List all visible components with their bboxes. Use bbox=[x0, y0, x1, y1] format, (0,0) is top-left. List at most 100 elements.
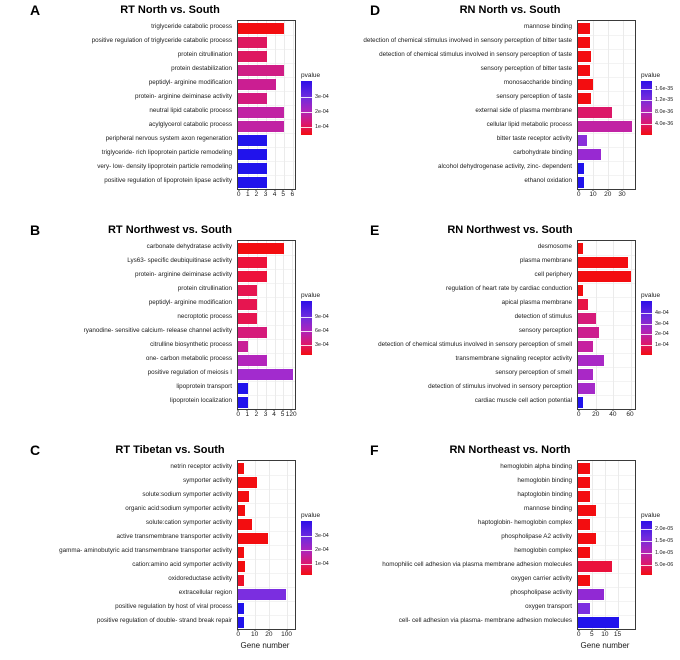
panel-title: RN Northwest vs. South bbox=[447, 224, 573, 236]
bar bbox=[238, 368, 294, 380]
legend-tick bbox=[641, 529, 652, 531]
gridline bbox=[578, 269, 635, 270]
bar bbox=[238, 312, 258, 324]
bar bbox=[578, 560, 613, 572]
category-label: netrin receptor activity bbox=[170, 462, 232, 470]
gridline bbox=[578, 395, 635, 396]
category-label: carbohydrate binding bbox=[513, 148, 572, 156]
legend-gradient: 4e-04 3e-04 2e-04 1e-04 bbox=[641, 301, 669, 355]
category-label: haptoglobin binding bbox=[517, 490, 572, 498]
category-label: lipoprotein transport bbox=[176, 382, 232, 390]
legend-tick-label: 2e-04 bbox=[315, 547, 329, 554]
bar bbox=[578, 176, 585, 188]
bar bbox=[578, 242, 583, 254]
x-tick-label: 0 bbox=[236, 411, 240, 418]
bar bbox=[578, 490, 590, 502]
bar bbox=[238, 354, 267, 366]
gridline bbox=[238, 573, 295, 574]
gridline bbox=[287, 461, 289, 629]
category-label: sensory perception of bitter taste bbox=[480, 64, 572, 72]
category-label: detection of chemical stimulus involved … bbox=[363, 36, 572, 44]
category-label: very- low- density lipoprotein particle … bbox=[97, 162, 232, 170]
category-label: positive regulation of double- strand br… bbox=[96, 616, 232, 624]
category-label: peptidyl- arginine modification bbox=[148, 78, 232, 86]
legend-tick bbox=[641, 88, 652, 90]
x-tick-label: 4 bbox=[272, 411, 276, 418]
bar bbox=[578, 106, 612, 118]
legend-tick-label: 3e-04 bbox=[315, 533, 329, 540]
x-tick-label: 0 bbox=[576, 631, 581, 638]
bar bbox=[578, 92, 592, 104]
x-tick-label: 1 bbox=[245, 411, 250, 418]
x-tick-label: 0 bbox=[576, 411, 581, 418]
bar bbox=[578, 476, 590, 488]
x-tick-mark bbox=[237, 629, 239, 631]
legend-title: pvalue bbox=[301, 72, 321, 79]
category-label: protein citrullination bbox=[177, 284, 232, 292]
x-tick-label: 6 bbox=[290, 191, 295, 198]
bar bbox=[238, 50, 267, 62]
bar bbox=[578, 148, 602, 160]
x-axis: 0 10 20 30 bbox=[577, 189, 634, 199]
bar bbox=[578, 162, 585, 174]
category-label: hemoglobin binding bbox=[517, 476, 572, 484]
x-tick-label: 20 bbox=[592, 411, 600, 418]
x-tick-mark bbox=[247, 189, 249, 191]
bar bbox=[578, 602, 590, 614]
x-tick-mark bbox=[291, 189, 293, 191]
gridline bbox=[596, 241, 598, 409]
x-tick-mark bbox=[254, 629, 256, 631]
panel-title: RN Northeast vs. North bbox=[449, 444, 571, 456]
bar bbox=[238, 256, 267, 268]
bar bbox=[238, 64, 285, 76]
category-label: positive regulation by host of viral pro… bbox=[115, 602, 232, 610]
x-tick-mark bbox=[578, 189, 580, 191]
gridline bbox=[605, 461, 607, 629]
bar bbox=[238, 476, 257, 488]
category-label: acylglycerol catabolic process bbox=[148, 120, 232, 128]
legend-tick-label: 4.0e-36 bbox=[655, 121, 674, 128]
gridline bbox=[238, 517, 295, 518]
plot-area bbox=[577, 240, 636, 410]
gridline bbox=[578, 475, 635, 476]
category-label: positive regulation of triglyceride cata… bbox=[91, 36, 232, 44]
gridline bbox=[617, 461, 619, 629]
gridline bbox=[578, 367, 635, 368]
x-tick-mark bbox=[282, 189, 284, 191]
panel-b: B RT Northwest vs. South carbonate dehyd… bbox=[0, 220, 340, 440]
gridline bbox=[266, 241, 267, 409]
bar bbox=[238, 396, 249, 408]
x-tick-label: 10 bbox=[589, 191, 597, 198]
x-tick-label: 0 bbox=[576, 191, 581, 198]
plot-area bbox=[237, 460, 296, 630]
bar bbox=[238, 148, 267, 160]
plot-area bbox=[237, 20, 296, 190]
gridline bbox=[608, 21, 610, 189]
bar bbox=[578, 284, 584, 296]
category-label: oxidoreductase activity bbox=[168, 574, 232, 582]
bar bbox=[238, 518, 253, 530]
panel-letter: C bbox=[30, 442, 41, 458]
legend-tick bbox=[641, 334, 652, 336]
bar bbox=[238, 490, 249, 502]
gridline bbox=[578, 119, 635, 120]
gridline bbox=[578, 77, 635, 78]
gridline bbox=[238, 489, 295, 490]
gridline bbox=[578, 489, 635, 490]
x-tick-label: 2 bbox=[254, 191, 259, 198]
x-tick-mark bbox=[578, 629, 580, 631]
gridline bbox=[266, 21, 267, 189]
legend-tick bbox=[641, 540, 652, 542]
x-tick-mark bbox=[616, 629, 618, 631]
legend-title: pvalue bbox=[301, 292, 321, 299]
gridline bbox=[578, 161, 635, 162]
legend-tick-label: 6e-04 bbox=[315, 328, 329, 335]
panel-letter: E bbox=[370, 222, 380, 238]
legend-tick bbox=[301, 536, 312, 538]
legend-tick bbox=[301, 564, 312, 566]
bar bbox=[238, 340, 249, 352]
gridline bbox=[578, 573, 635, 574]
category-label: triglyceride catabolic process bbox=[151, 22, 232, 30]
bar bbox=[578, 504, 596, 516]
